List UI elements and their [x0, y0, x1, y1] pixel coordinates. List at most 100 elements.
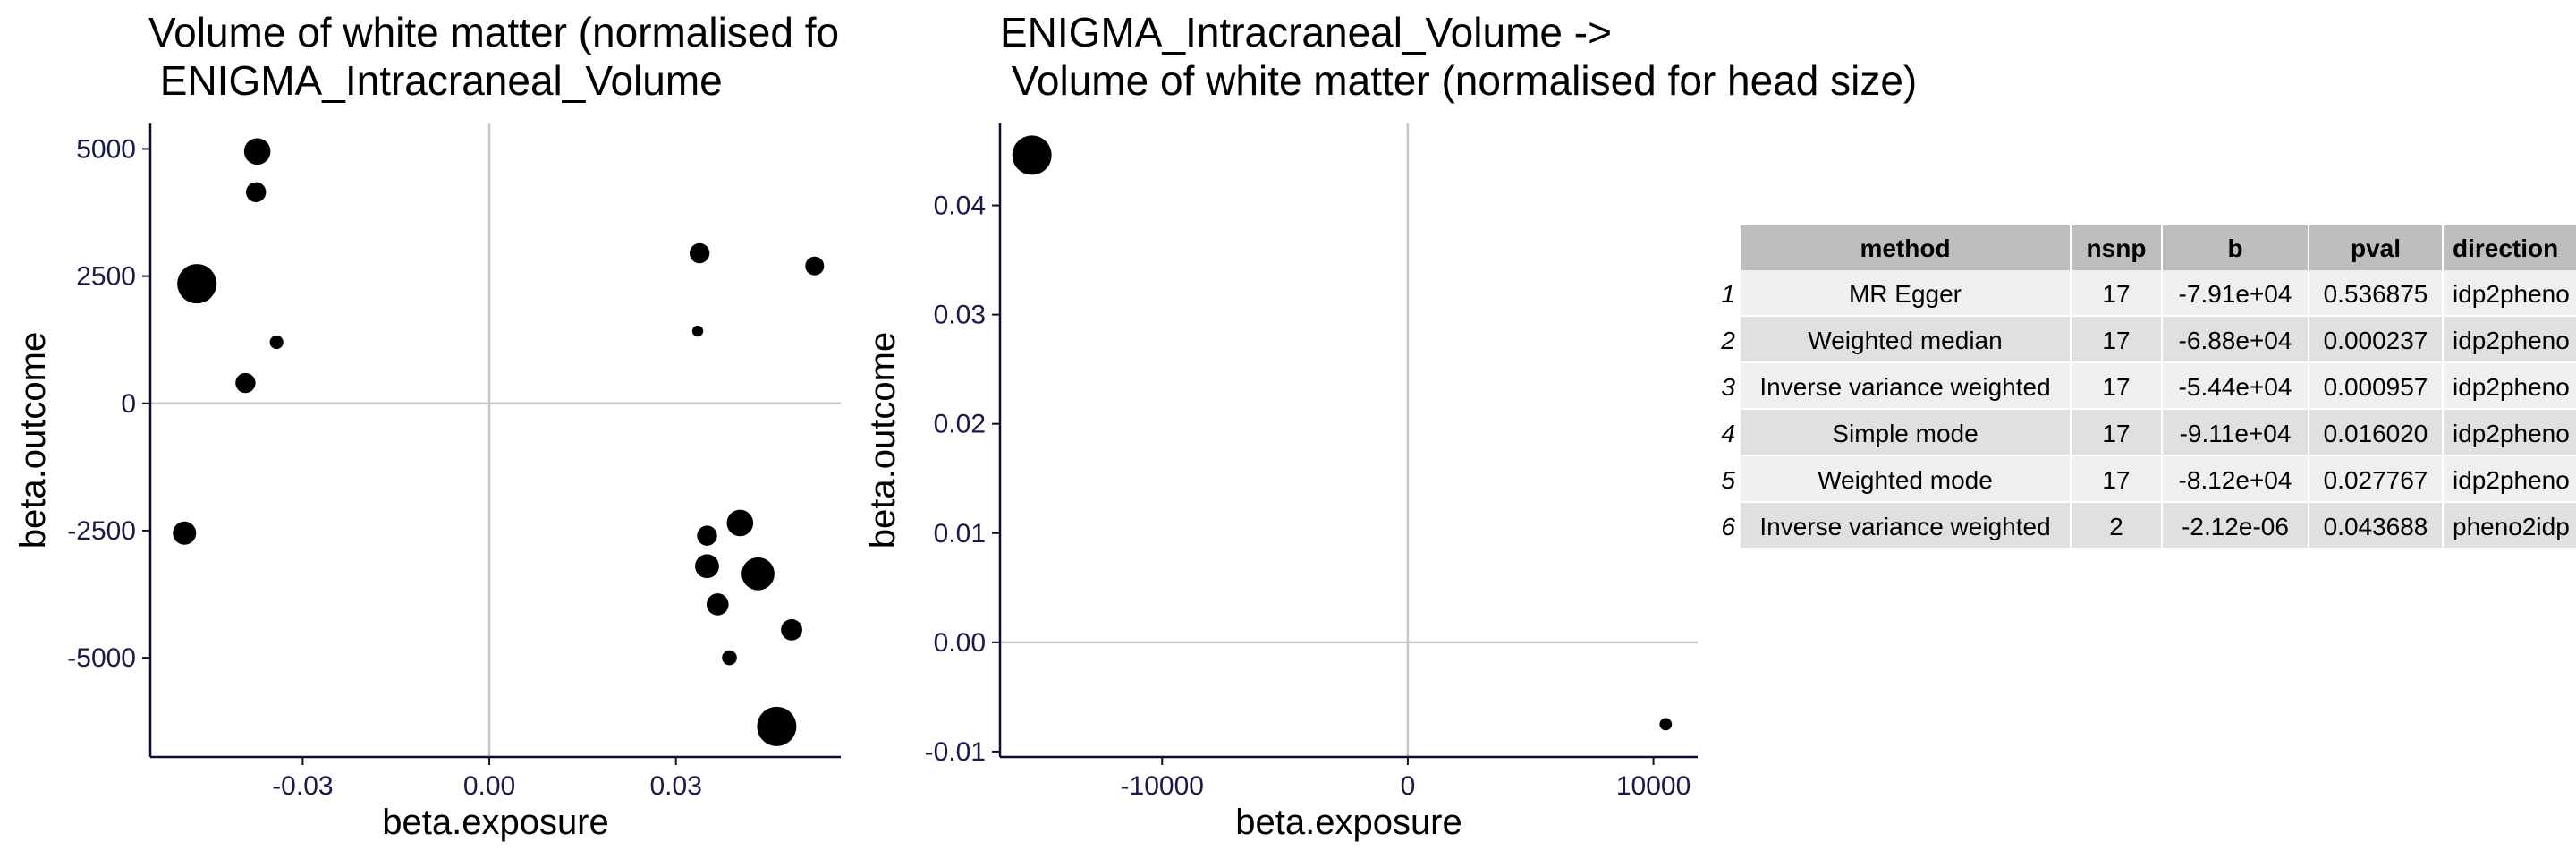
data-point: [695, 554, 719, 579]
table-cell: [2072, 363, 2161, 408]
chart-title-line-2: Volume of white matter (normalised for h…: [1000, 57, 1917, 104]
data-point: [243, 138, 271, 166]
table-cell: [2309, 410, 2442, 455]
data-point: [1012, 135, 1052, 175]
table-cell-pval: 0.000237: [2324, 327, 2428, 354]
table-row-index: 5: [1721, 466, 1735, 494]
results-table: method nsnp b pval direction 1 MR Egger 17 -7.91…: [1720, 225, 2576, 548]
table-cell: [2163, 270, 2308, 315]
table-cell-direction: idp2pheno: [2453, 327, 2570, 354]
x-tick-label: 0: [1401, 771, 1416, 801]
table-cell: [2444, 363, 2576, 408]
table-header-cell: [2309, 225, 2442, 270]
table-cell-direction: idp2pheno: [2453, 466, 2570, 494]
table-cell-method: Simple mode: [1832, 420, 1978, 447]
y-tick-label: 0.01: [934, 519, 986, 549]
table-cell-pval: 0.536875: [2324, 280, 2428, 308]
table-header-cell: [2444, 225, 2576, 270]
table-cell: [2163, 503, 2308, 548]
table-cell-nsnp: 17: [2102, 280, 2130, 308]
table-cell-nsnp: 17: [2102, 466, 2130, 494]
table-cell-direction: pheno2idp: [2453, 513, 2570, 540]
table-cell: [2309, 317, 2442, 361]
table-cell-nsnp: 2: [2109, 513, 2123, 540]
chart-title-line-1: Volume of white matter (normalised fo: [148, 9, 839, 55]
data-point: [269, 335, 284, 350]
x-tick-label: 0.03: [649, 771, 701, 801]
y-axis-label: beta.outcome: [863, 332, 902, 549]
table-cell: [2444, 410, 2576, 455]
table-cell: [2163, 363, 2308, 408]
table-header-label: b: [2227, 234, 2242, 262]
table-cell-b: -9.11e+04: [2180, 420, 2292, 447]
x-axis-label: beta.exposure: [1235, 803, 1462, 842]
data-point: [1659, 718, 1673, 731]
table-cell: [1741, 317, 2070, 361]
y-tick-label: 0.00: [934, 628, 986, 658]
table-cell: [2163, 317, 2308, 361]
table-cell: [1741, 363, 2070, 408]
data-point: [691, 325, 704, 337]
data-point: [697, 525, 717, 546]
x-tick-label: -10000: [1121, 771, 1204, 801]
data-point: [177, 264, 217, 304]
table-cell: [1741, 410, 2070, 455]
y-tick-label: -0.01: [925, 737, 986, 767]
table-cell-pval: 0.000957: [2324, 373, 2428, 401]
table-cell: [2072, 270, 2161, 315]
data-point: [741, 557, 775, 591]
table-row-index: 1: [1721, 280, 1735, 308]
y-tick-label: 0.02: [934, 410, 986, 439]
table-cell-method: MR Egger: [1849, 280, 1962, 308]
data-point: [706, 593, 729, 616]
table-cell-pval: 0.027767: [2324, 466, 2428, 494]
table-cell: [1741, 270, 2070, 315]
table-cell: [2444, 456, 2576, 501]
y-tick-label: 0.04: [934, 191, 986, 221]
data-point: [235, 372, 256, 394]
table-cell-b: -7.91e+04: [2179, 280, 2292, 308]
y-tick-label: 2500: [76, 262, 136, 292]
table-cell: [2309, 363, 2442, 408]
y-tick-label: 0.03: [934, 301, 986, 330]
table-cell-nsnp: 17: [2102, 373, 2130, 401]
table-header-cell: [2163, 225, 2308, 270]
data-point: [726, 509, 754, 537]
table-cell: [2444, 317, 2576, 361]
table-row-index: 2: [1720, 327, 1735, 354]
table-cell-direction: idp2pheno: [2453, 373, 2570, 401]
table-cell-nsnp: 17: [2102, 327, 2130, 354]
data-point: [781, 618, 802, 641]
y-tick-label: -2500: [67, 516, 136, 546]
table-cell: [2163, 456, 2308, 501]
table-header-label: method: [1860, 234, 1950, 262]
table-row-index: 6: [1721, 513, 1735, 540]
data-point: [722, 650, 737, 666]
table-cell-b: -2.12e-06: [2182, 513, 2289, 540]
table-header-label: nsnp: [2087, 234, 2147, 262]
y-tick-label: 0: [121, 389, 136, 419]
table-cell: [1741, 456, 2070, 501]
table-cell: [2309, 503, 2442, 548]
x-tick-label: 10000: [1616, 771, 1690, 801]
table-cell: [2309, 456, 2442, 501]
table-cell-b: -8.12e+04: [2179, 466, 2292, 494]
y-axis-label: beta.outcome: [13, 332, 53, 549]
data-point: [173, 521, 197, 545]
table-cell-method: Inverse variance weighted: [1759, 373, 2050, 401]
table-cell-direction: idp2pheno: [2453, 420, 2570, 447]
table-cell: [2444, 503, 2576, 548]
scatter-panel-2: ENIGMA_Intracraneal_Volume -> Volume of …: [863, 9, 1917, 842]
table-cell: [2163, 410, 2308, 455]
scatter-panel-1: Volume of white matter (normalised fo EN…: [13, 9, 841, 842]
y-tick-label: -5000: [67, 643, 136, 673]
x-tick-label: 0.00: [463, 771, 515, 801]
table-cell: [2444, 270, 2576, 315]
table-header-cell: [2072, 225, 2161, 270]
table-cell-pval: 0.043688: [2324, 513, 2428, 540]
table-cell: [2072, 503, 2161, 548]
chart-title-line-2: ENIGMA_Intracraneal_Volume: [148, 57, 723, 104]
table-row-index: 3: [1721, 373, 1735, 401]
table-cell-b: -6.88e+04: [2179, 327, 2292, 354]
table-header-cell: [1741, 225, 2070, 270]
